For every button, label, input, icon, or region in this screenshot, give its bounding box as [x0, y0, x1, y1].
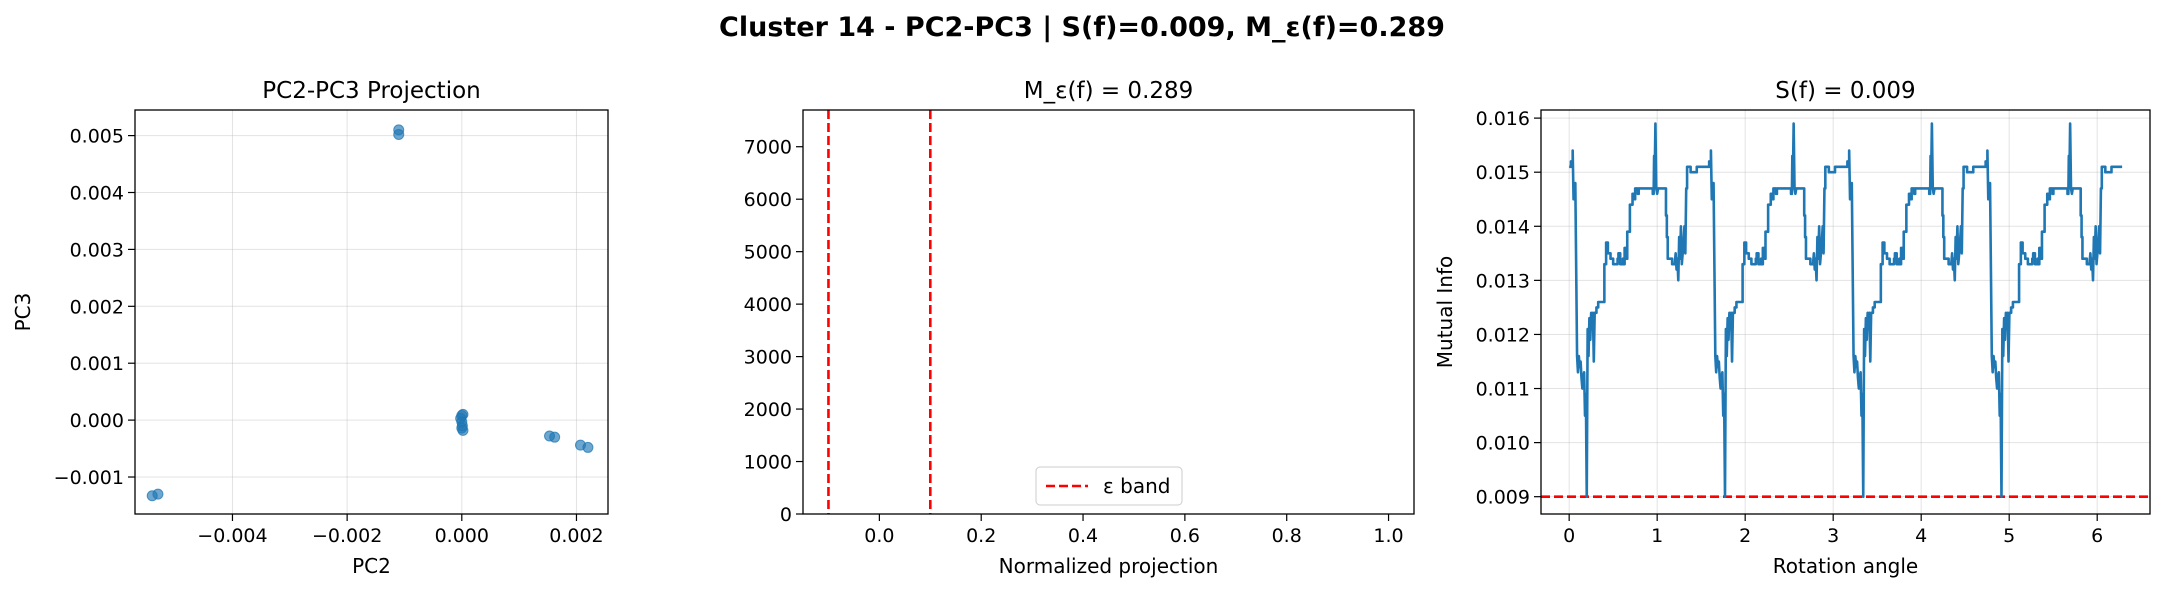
- x-tick-label: 1: [1651, 525, 1663, 547]
- histogram-panel: 0.0 0.2 0.4 0.6 0.8 1.0 0 1000 2000 3000 4000 5000…: [744, 78, 1415, 578]
- x-tick-label: 0.2: [966, 525, 996, 547]
- y-tick-label: 6000: [744, 189, 792, 211]
- yticks-1: −0.001 0.000 0.001 0.002 0.003 0.004 0.005: [54, 126, 135, 489]
- y-tick-label: 0.014: [1476, 216, 1530, 238]
- y-tick-label: 0.002: [70, 296, 124, 318]
- x-axis-label-2: Normalized projection: [999, 554, 1219, 578]
- grid-3: [1541, 110, 2150, 514]
- legend-box: [1035, 466, 1183, 506]
- x-axis-label-3: Rotation angle: [1773, 554, 1919, 578]
- mutual-info-line: [1569, 122, 2123, 498]
- axes-frame-2: [802, 109, 1415, 515]
- vlines-2: [827, 110, 932, 514]
- y-tick-label: 4000: [744, 294, 792, 316]
- x-tick-label: 0.4: [1068, 525, 1098, 547]
- y-axis-label-3: Mutual Info: [1433, 256, 1457, 368]
- scatter-point: [457, 424, 469, 436]
- panel-title-3: S(f) = 0.009: [1775, 78, 1915, 104]
- x-tick-label: 0.000: [435, 525, 489, 547]
- y-tick-label: 0.016: [1476, 108, 1530, 130]
- y-tick-label: 7000: [744, 137, 792, 159]
- y-tick-label: −0.001: [54, 467, 124, 489]
- points-1: [146, 124, 594, 502]
- y-tick-label: 5000: [744, 242, 792, 264]
- figure-title: Cluster 14 - PC2-PC3 | S(f)=0.009, M_ε(f…: [719, 12, 1445, 43]
- x-tick-label: 0.6: [1170, 525, 1200, 547]
- y-tick-label: 0.004: [70, 183, 124, 205]
- x-axis-label-1: PC2: [352, 554, 391, 578]
- y-tick-label: 0.003: [70, 239, 124, 261]
- y-tick-label: 0.009: [1476, 487, 1530, 509]
- axes-frame-3: [1540, 109, 2151, 515]
- xticks-2: 0.0 0.2 0.4 0.6 0.8 1.0: [864, 514, 1404, 547]
- x-tick-label: 1.0: [1373, 525, 1403, 547]
- scatter-point: [582, 441, 594, 453]
- grid-1: [135, 110, 608, 514]
- x-tick-label: 5: [2003, 525, 2015, 547]
- axes-frame-1: [134, 109, 609, 515]
- yticks-2: 0 1000 2000 3000 4000 5000 6000 7000: [744, 137, 803, 526]
- series-3: [1569, 122, 2123, 498]
- x-tick-label: 6: [2091, 525, 2103, 547]
- x-tick-label: 2: [1739, 525, 1751, 547]
- panel-title-1: PC2-PC3 Projection: [262, 78, 480, 104]
- x-tick-label: 0: [1563, 525, 1575, 547]
- y-tick-label: 0.015: [1476, 162, 1530, 184]
- x-tick-label: 0.002: [549, 525, 603, 547]
- panel-title-2: M_ε(f) = 0.289: [1024, 78, 1194, 104]
- legend-label: ε band: [1103, 474, 1171, 498]
- y-tick-label: 2000: [744, 399, 792, 421]
- y-tick-label: 0.012: [1476, 324, 1530, 346]
- y-tick-label: 1000: [744, 452, 792, 474]
- x-tick-label: 4: [1915, 525, 1927, 547]
- scatter-point: [549, 431, 561, 443]
- y-tick-label: 3000: [744, 347, 792, 369]
- scatter-point: [152, 488, 164, 500]
- xticks-3: 0 1 2 3 4 5 6: [1563, 514, 2103, 547]
- y-tick-label: 0.001: [70, 353, 124, 375]
- y-tick-label: 0.000: [70, 410, 124, 432]
- x-tick-label: −0.002: [312, 525, 382, 547]
- x-tick-label: 0.8: [1272, 525, 1302, 547]
- y-tick-label: 0: [780, 504, 792, 526]
- y-tick-label: 0.013: [1476, 270, 1530, 292]
- xticks-1: −0.004 −0.002 0.000 0.002: [197, 514, 604, 547]
- y-tick-label: 0.011: [1476, 379, 1530, 401]
- legend: ε band: [1035, 466, 1183, 506]
- y-tick-label: 0.010: [1476, 433, 1530, 455]
- scatter-point: [393, 128, 405, 140]
- x-tick-label: 0.0: [864, 525, 894, 547]
- yticks-3: 0.009 0.010 0.011 0.012 0.013 0.014 0.015 0.016: [1476, 108, 1541, 509]
- y-tick-label: 0.005: [70, 126, 124, 148]
- x-tick-label: −0.004: [197, 525, 267, 547]
- x-tick-label: 3: [1827, 525, 1839, 547]
- scatter-panel: −0.004 −0.002 0.000 0.002 −0.001 0.000 0.001 0…: [11, 78, 609, 578]
- y-axis-label-1: PC3: [11, 293, 35, 332]
